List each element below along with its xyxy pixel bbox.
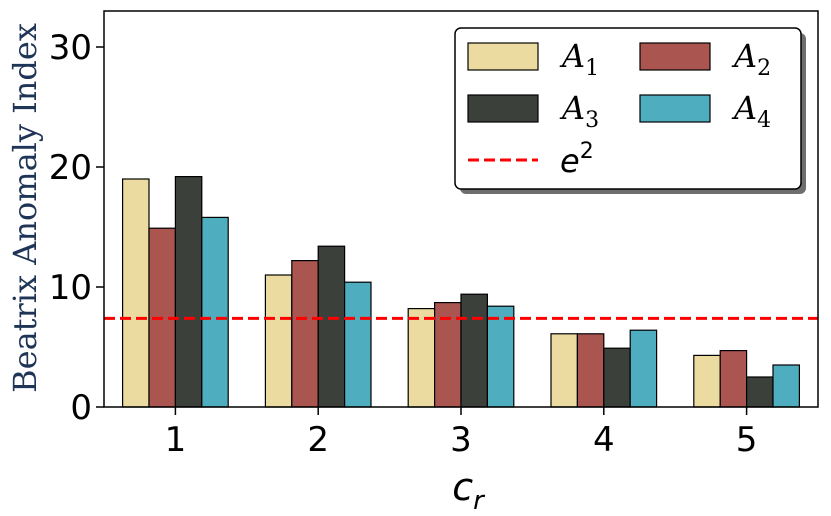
bar-A1-3 — [407, 308, 436, 408]
bar-A2-5 — [719, 350, 748, 408]
bar-A3-2 — [317, 245, 346, 408]
bar-A4-1 — [201, 216, 229, 408]
bar-A4-5 — [772, 364, 800, 408]
x-axis-label-sub: r — [473, 486, 486, 516]
legend-items: A1 A2 A3 A4 e2 — [467, 37, 771, 180]
y-axis-label: Beatrix Anomaly Index — [6, 23, 44, 393]
y-tick-label-30: 30 — [49, 28, 92, 68]
bar-A3-3 — [460, 293, 488, 408]
legend: A1 A2 A3 A4 e2 — [454, 27, 806, 194]
x-tick-label-4: 4 — [593, 420, 615, 460]
bar-A3-5 — [745, 376, 774, 408]
legend-label-A3: A3 — [559, 89, 599, 133]
x-tick-label-3: 3 — [450, 420, 472, 460]
legend-label-A2: A2 — [731, 37, 771, 81]
bars-group — [121, 176, 800, 408]
legend-swatch-A2 — [639, 42, 711, 71]
legend-swatch-A4 — [639, 94, 711, 123]
x-axis-label: cr — [452, 465, 486, 516]
legend-label-A1: A1 — [559, 37, 599, 81]
bar-A1-4 — [550, 333, 578, 408]
bar-A3-4 — [603, 347, 631, 408]
x-tick-label-5: 5 — [736, 420, 758, 460]
x-axis-label-main: c — [452, 465, 473, 509]
bar-A4-2 — [344, 281, 372, 408]
y-tick-label-10: 10 — [49, 268, 92, 308]
bar-A1-5 — [693, 354, 721, 408]
legend-swatch-A1 — [467, 42, 539, 71]
bar-A4-4 — [629, 329, 658, 408]
x-axis: 1 2 3 4 5 — [165, 407, 758, 460]
bar-A2-4 — [576, 333, 605, 408]
bar-A3-1 — [174, 176, 203, 408]
bar-A2-3 — [434, 302, 462, 408]
legend-box — [454, 27, 802, 190]
y-tick-label-20: 20 — [49, 148, 92, 188]
bar-A2-2 — [291, 260, 319, 408]
bar-A1-1 — [121, 178, 150, 408]
x-tick-label-2: 2 — [307, 420, 329, 460]
legend-swatch-A3 — [467, 94, 539, 123]
y-tick-label-0: 0 — [70, 388, 92, 428]
legend-label-A4: A4 — [731, 89, 771, 133]
y-axis: 0 10 20 30 — [49, 28, 104, 428]
bar-A4-3 — [486, 305, 515, 408]
legend-label-reference: e2 — [560, 139, 594, 180]
bar-A1-2 — [264, 274, 293, 408]
x-tick-label-1: 1 — [165, 420, 187, 460]
